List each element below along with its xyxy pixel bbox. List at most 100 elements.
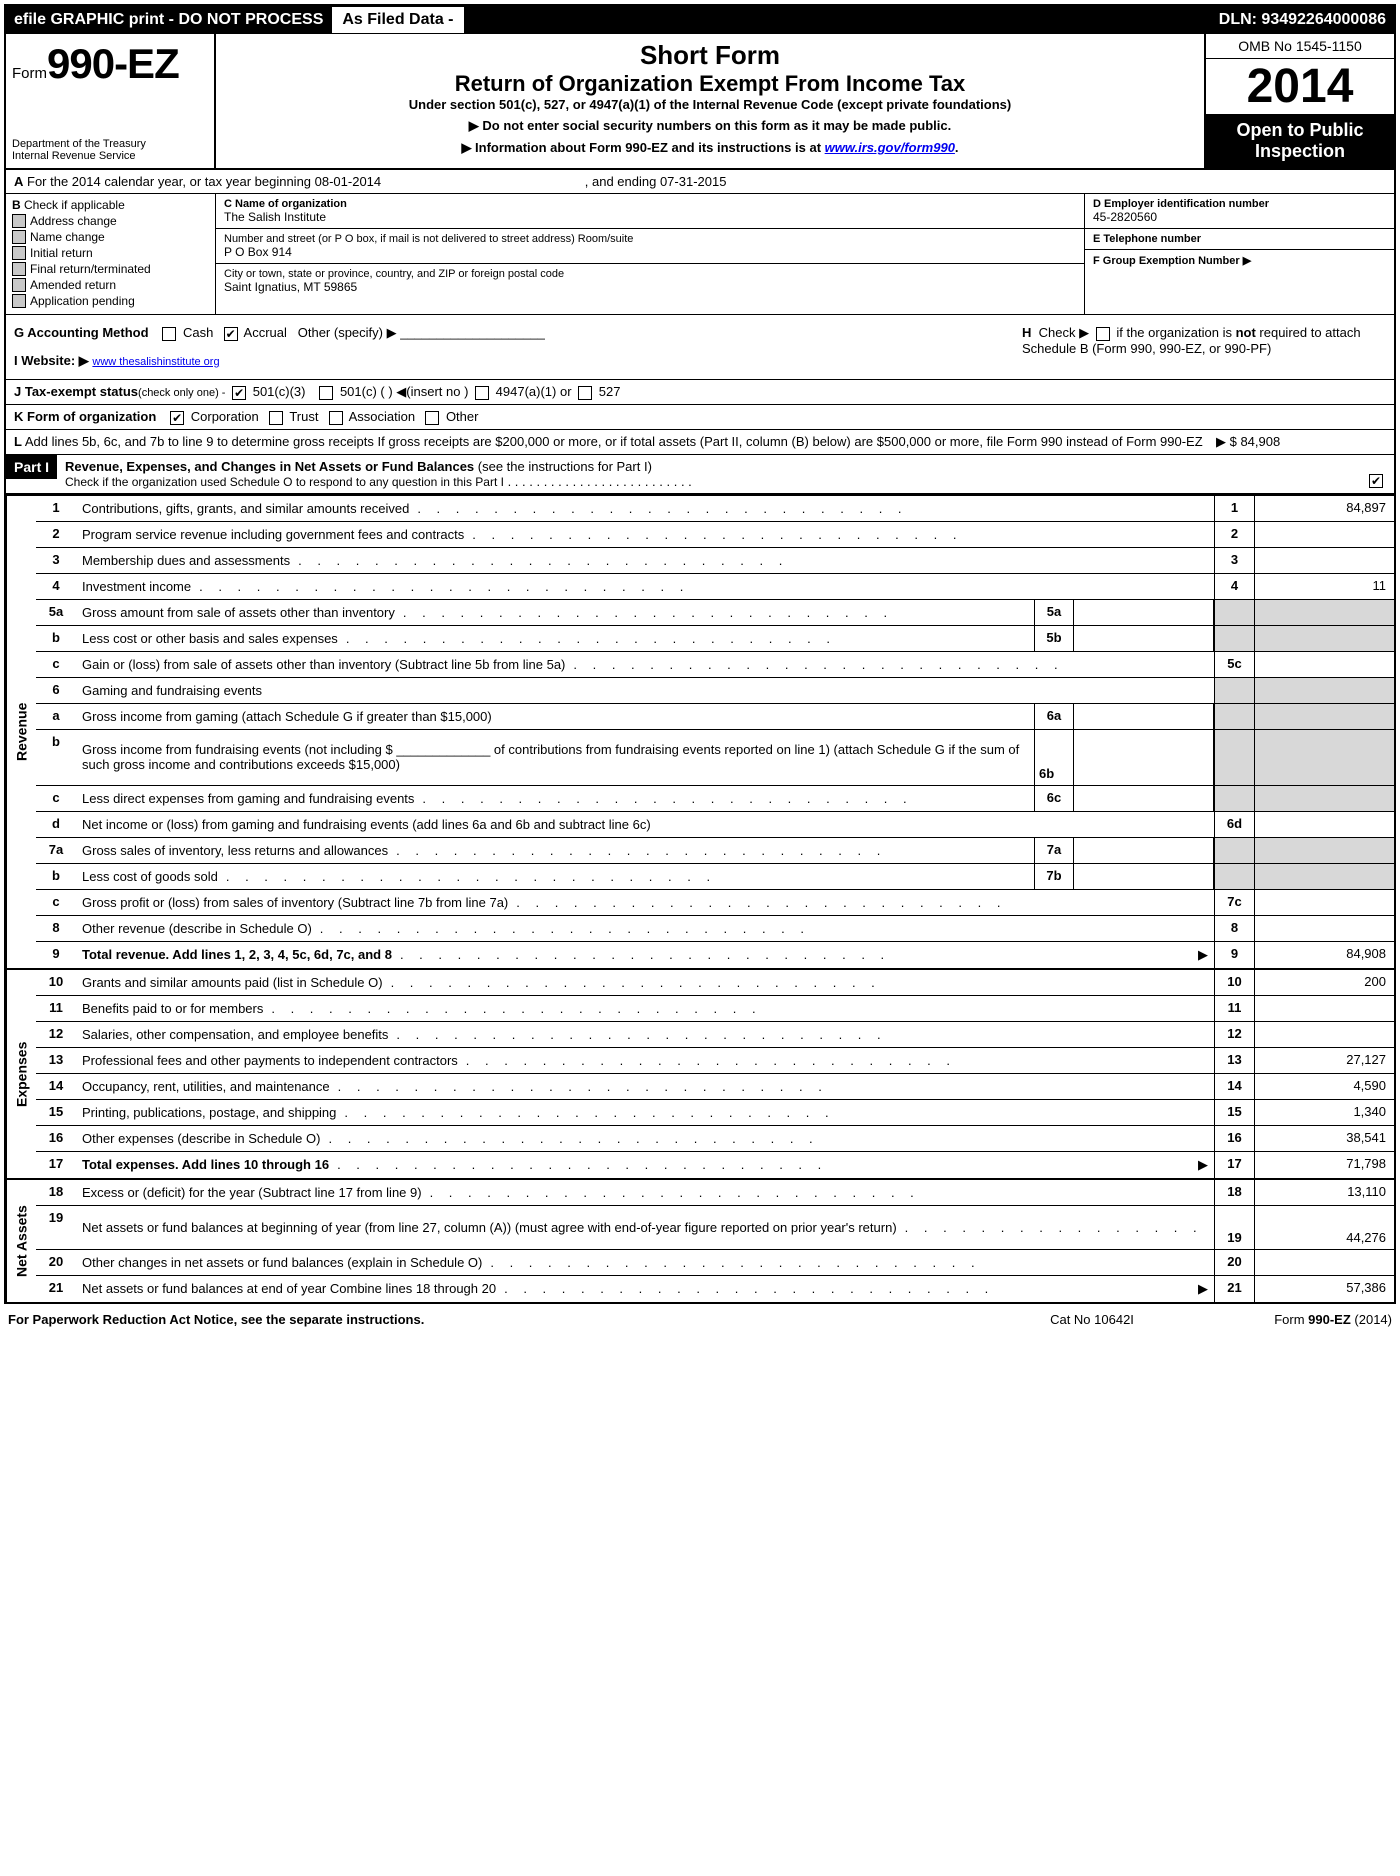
form-big: 990-EZ (47, 40, 179, 87)
note1: ▶ Do not enter social security numbers o… (226, 118, 1194, 134)
f-group: F Group Exemption Number ▶ (1085, 250, 1394, 271)
col-b-heading: B Check if applicable (12, 198, 209, 212)
note2: ▶ Information about Form 990-EZ and its … (226, 140, 1194, 156)
title1: Short Form (226, 40, 1194, 71)
note2-post: . (955, 140, 959, 155)
chk-trust[interactable] (269, 411, 283, 425)
netassets-section: Net Assets 18Excess or (deficit) for the… (6, 1178, 1394, 1302)
chk-501c[interactable] (319, 386, 333, 400)
val-13: 27,127 (1254, 1048, 1394, 1073)
chk-initial[interactable] (12, 246, 26, 260)
val-16: 38,541 (1254, 1126, 1394, 1151)
form-prefix: Form (12, 65, 47, 82)
row-k: K Form of organization Corporation Trust… (6, 405, 1394, 430)
chk-527[interactable] (578, 386, 592, 400)
val-1: 84,897 (1254, 496, 1394, 521)
revenue-lines: 1Contributions, gifts, grants, and simil… (36, 496, 1394, 968)
c-name: C Name of organization The Salish Instit… (216, 194, 1084, 229)
chk-corp[interactable] (170, 411, 184, 425)
website-link[interactable]: www thesalishinstitute org (92, 356, 219, 368)
val-9: 84,908 (1254, 942, 1394, 968)
inspect1: Open to Public (1212, 120, 1388, 141)
row-l-amount: ▶ $ 84,908 (1206, 434, 1386, 450)
val-21: 57,386 (1254, 1276, 1394, 1302)
col-b: B Check if applicable Address change Nam… (6, 194, 216, 314)
chk-accrual[interactable] (224, 327, 238, 341)
chk-name[interactable] (12, 230, 26, 244)
open-inspection: Open to Public Inspection (1206, 114, 1394, 168)
dept1: Department of the Treasury (12, 138, 208, 150)
block-gh: G Accounting Method Cash Accrual Other (… (6, 315, 1394, 380)
e-phone: E Telephone number (1085, 229, 1394, 250)
chk-final[interactable] (12, 262, 26, 276)
header-mid: Short Form Return of Organization Exempt… (216, 34, 1204, 168)
val-15: 1,340 (1254, 1100, 1394, 1125)
col-c: C Name of organization The Salish Instit… (216, 194, 1084, 314)
row-h: H Check ▶ if the organization is not req… (1014, 315, 1394, 379)
expenses-lines: 10Grants and similar amounts paid (list … (36, 970, 1394, 1178)
dln-label: DLN: 93492264000086 (1211, 7, 1394, 33)
chk-amended[interactable] (12, 278, 26, 292)
note2-pre: ▶ Information about Form 990-EZ and its … (461, 140, 824, 155)
header-left: Form990-EZ Department of the Treasury In… (6, 34, 216, 168)
chk-address[interactable] (12, 214, 26, 228)
text-a-end: , and ending 07-31-2015 (585, 174, 727, 189)
c-street: Number and street (or P O box, if mail i… (216, 229, 1084, 264)
chk-cash[interactable] (162, 327, 176, 341)
ein-val: 45-2820560 (1093, 210, 1386, 224)
subtitle: Under section 501(c), 527, or 4947(a)(1)… (226, 97, 1194, 112)
form-990ez: efile GRAPHIC print - DO NOT PROCESS As … (4, 4, 1396, 1304)
expenses-label: Expenses (6, 970, 36, 1178)
part1-header: Part I Revenue, Expenses, and Changes in… (6, 455, 1394, 494)
omb-number: OMB No 1545-1150 (1206, 34, 1394, 59)
row-g: G Accounting Method Cash Accrual Other (… (6, 315, 1014, 379)
label-a: A (14, 174, 23, 189)
header-row: Form990-EZ Department of the Treasury In… (6, 34, 1394, 170)
footer-right: Form 990-EZ (2014) (1192, 1312, 1392, 1327)
part1-title: Revenue, Expenses, and Changes in Net As… (65, 459, 474, 474)
netassets-lines: 18Excess or (deficit) for the year (Subt… (36, 1180, 1394, 1302)
chk-other-org[interactable] (425, 411, 439, 425)
text-a: For the 2014 calendar year, or tax year … (27, 174, 381, 189)
chk-4947[interactable] (475, 386, 489, 400)
c-city: City or town, state or province, country… (216, 264, 1084, 298)
row-j: J Tax-exempt status(check only one) - 50… (6, 380, 1394, 405)
d-ein: D Employer identification number 45-2820… (1085, 194, 1394, 229)
chk-schedule-o[interactable] (1369, 474, 1383, 488)
revenue-section: Revenue 1Contributions, gifts, grants, a… (6, 494, 1394, 968)
val-19: 44,276 (1254, 1206, 1394, 1249)
revenue-label: Revenue (6, 496, 36, 968)
val-10: 200 (1254, 970, 1394, 995)
org-name: The Salish Institute (224, 210, 1076, 224)
page-footer: For Paperwork Reduction Act Notice, see … (0, 1308, 1400, 1331)
chk-h[interactable] (1096, 327, 1110, 341)
irs-link[interactable]: www.irs.gov/form990 (825, 140, 955, 155)
org-street: P O Box 914 (224, 245, 1076, 259)
chk-pending[interactable] (12, 294, 26, 308)
part1-sub: Check if the organization used Schedule … (65, 475, 504, 489)
dept2: Internal Revenue Service (12, 150, 208, 162)
chk-501c3[interactable] (232, 386, 246, 400)
dept-block: Department of the Treasury Internal Reve… (12, 138, 208, 162)
val-18: 13,110 (1254, 1180, 1394, 1205)
footer-mid: Cat No 10642I (992, 1312, 1192, 1327)
val-17: 71,798 (1254, 1152, 1394, 1178)
row-i: I Website: ▶ www thesalishinstitute org (14, 353, 1006, 369)
org-city: Saint Ignatius, MT 59865 (224, 280, 1076, 294)
row-a: A For the 2014 calendar year, or tax yea… (6, 170, 1394, 194)
col-def: D Employer identification number 45-2820… (1084, 194, 1394, 314)
netassets-label: Net Assets (6, 1180, 36, 1302)
expenses-section: Expenses 10Grants and similar amounts pa… (6, 968, 1394, 1178)
row-l: L Add lines 5b, 6c, and 7b to line 9 to … (6, 430, 1394, 455)
header-right: OMB No 1545-1150 2014 Open to Public Ins… (1204, 34, 1394, 168)
title2: Return of Organization Exempt From Incom… (226, 71, 1194, 97)
footer-left: For Paperwork Reduction Act Notice, see … (8, 1312, 992, 1327)
inspect2: Inspection (1212, 141, 1388, 162)
form-number: Form990-EZ (12, 40, 208, 88)
val-14: 4,590 (1254, 1074, 1394, 1099)
as-filed-label: As Filed Data - (331, 6, 464, 34)
part1-label: Part I (6, 455, 57, 479)
chk-assoc[interactable] (329, 411, 343, 425)
block-bcdef: B Check if applicable Address change Nam… (6, 194, 1394, 315)
val-4: 11 (1254, 574, 1394, 599)
